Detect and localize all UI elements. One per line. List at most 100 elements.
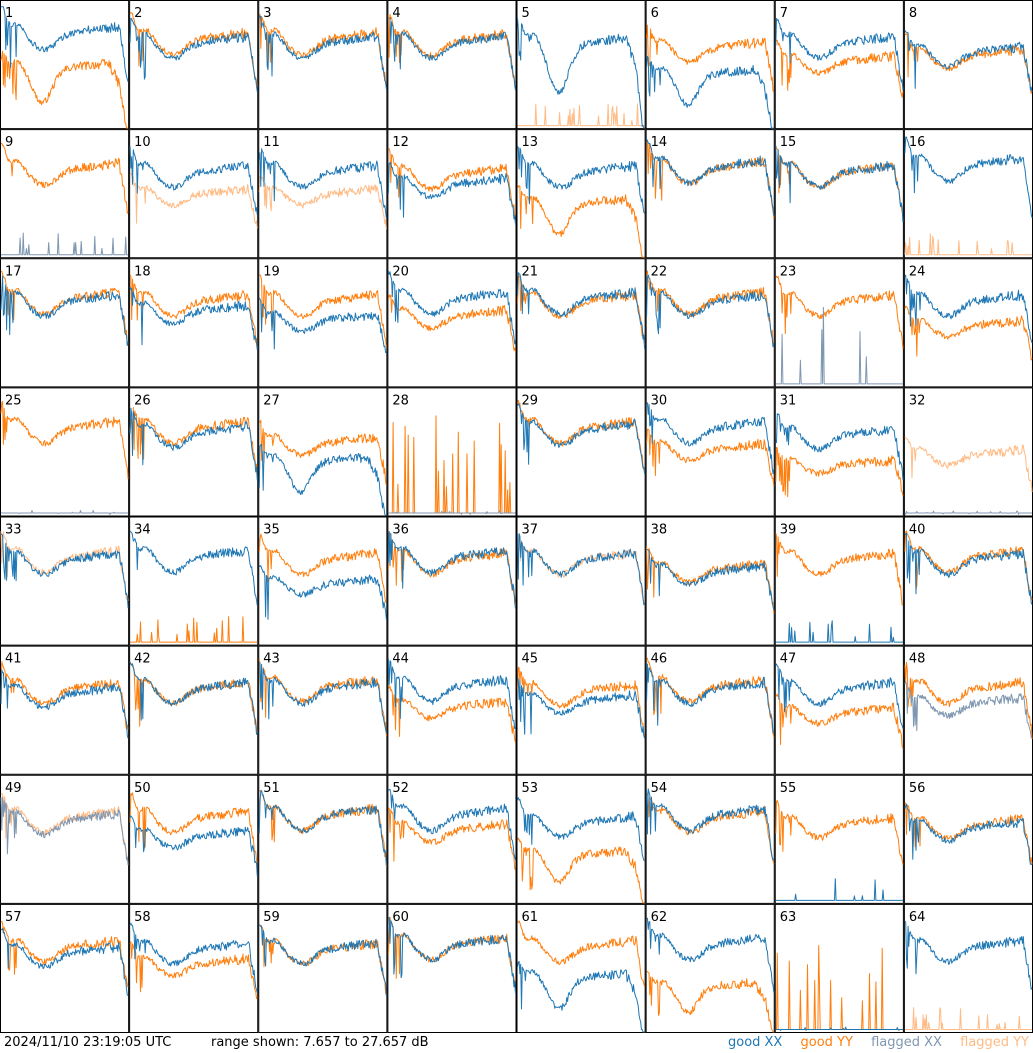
trace-yy-good (646, 971, 774, 1033)
panel-label: 11 (263, 135, 280, 150)
panel-label: 55 (780, 781, 797, 796)
trace-xx-good (517, 272, 646, 350)
trace-yy-good (388, 148, 516, 224)
panel-label: 44 (392, 652, 409, 667)
trace-xx-good (904, 532, 1033, 605)
panel-frame (258, 129, 388, 259)
panel-frame (0, 516, 130, 646)
panel-label: 16 (909, 135, 926, 150)
panel-63: 63 (774, 903, 904, 1033)
panel-48: 48 (903, 645, 1033, 775)
panel-label: 56 (909, 781, 926, 796)
trace-xx-flagged (775, 306, 903, 385)
panel-frame (774, 0, 904, 130)
panel-frame (0, 387, 130, 517)
trace-yy-good (775, 800, 904, 865)
panel-label: 51 (263, 781, 280, 796)
trace-xx-flagged (0, 797, 129, 866)
trace-xx-good (904, 136, 1033, 218)
panel-label: 39 (780, 523, 797, 538)
trace-xx-good (258, 443, 387, 516)
panel-label: 48 (909, 652, 926, 667)
panel-21: 21 (516, 258, 646, 388)
trace-yy-good (258, 273, 387, 348)
panel-label: 36 (392, 523, 409, 538)
trace-xx-good (904, 803, 1033, 866)
trace-yy-good (1, 142, 129, 214)
panel-55: 55 (774, 774, 904, 904)
trace-xx-good (646, 788, 775, 861)
panel-frame (516, 387, 646, 517)
trace-xx-good (1, 6, 129, 83)
panel-label: 59 (263, 910, 280, 925)
panel-17: 17 (0, 258, 130, 388)
trace-xx-good (387, 658, 516, 729)
panel-7: 7 (774, 0, 904, 130)
panel-frame (516, 258, 646, 388)
trace-xx-good (129, 922, 258, 993)
panel-20: 20 (387, 258, 517, 388)
panel-52: 52 (387, 774, 517, 904)
legend-flagged-xx: flagged XX (871, 1035, 942, 1050)
trace-xx-good (258, 15, 387, 90)
panel-frame (516, 516, 646, 646)
trace-yy-good (387, 14, 516, 83)
trace-xx-good (646, 401, 775, 475)
trace-xx-good (646, 548, 775, 610)
panel-label: 1 (5, 6, 13, 21)
trace-yy-good (387, 807, 516, 870)
panel-label: 58 (134, 910, 151, 925)
panel-46: 46 (645, 645, 775, 775)
panel-frame (516, 645, 646, 775)
panel-50: 50 (129, 774, 259, 904)
trace-yy-good (0, 661, 129, 730)
panel-label: 29 (522, 393, 539, 408)
trace-xx-good (775, 145, 904, 223)
trace-yy-good (775, 533, 904, 606)
panel-label: 34 (134, 523, 151, 538)
legend: good XX good YY flagged XX flagged YY (714, 1033, 1029, 1053)
trace-xx-good (0, 928, 129, 996)
panel-frame (516, 774, 646, 904)
panel-45: 45 (516, 645, 646, 775)
trace-yy-good (387, 294, 516, 352)
panel-frame (645, 258, 775, 388)
trace-xx-good (388, 17, 516, 91)
trace-yy-good (517, 275, 646, 346)
panel-4: 4 (387, 0, 517, 130)
panel-label: 22 (651, 264, 668, 279)
panel-28: 28 (387, 387, 517, 517)
panel-frame (129, 129, 259, 259)
trace-yy-good (775, 39, 904, 98)
panel-label: 35 (263, 523, 280, 538)
trace-xx-good (1, 533, 129, 609)
trace-xx-good (129, 407, 258, 481)
panel-label: 52 (392, 781, 409, 796)
trace-xx-good (646, 917, 775, 993)
panel-label: 31 (780, 393, 797, 408)
panel-label: 38 (651, 523, 668, 538)
panel-label: 4 (392, 6, 400, 21)
panel-36: 36 (387, 516, 517, 646)
panel-label: 10 (134, 135, 151, 150)
panel-label: 53 (522, 781, 539, 796)
panel-label: 46 (651, 652, 668, 667)
trace-xx-good (0, 275, 129, 346)
panel-57: 57 (0, 903, 130, 1033)
panel-32: 32 (903, 387, 1033, 517)
panel-19: 19 (258, 258, 388, 388)
panel-label: 45 (522, 652, 539, 667)
panel-label: 33 (5, 523, 22, 538)
trace-xx-good (129, 530, 258, 606)
panel-5: 5 (516, 0, 646, 130)
panel-frame (774, 774, 904, 904)
panel-24: 24 (903, 258, 1033, 388)
trace-xx-good (387, 530, 516, 609)
trace-yy-good (904, 530, 1033, 600)
panel-11: 11 (258, 129, 388, 259)
trace-xx-good (775, 1026, 903, 1031)
trace-xx-good (387, 162, 516, 225)
panel-label: 43 (263, 652, 280, 667)
panel-18: 18 (129, 258, 259, 388)
